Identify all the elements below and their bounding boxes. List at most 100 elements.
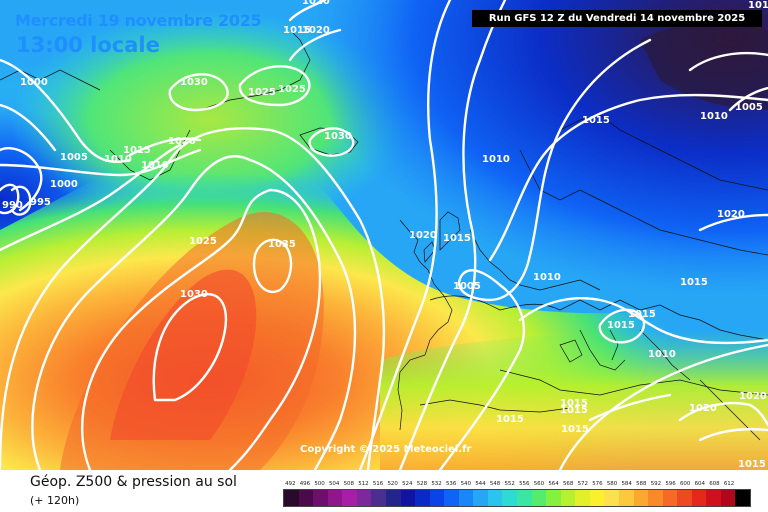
legend-swatch bbox=[618, 490, 634, 506]
legend-tick: 532 bbox=[431, 481, 442, 487]
pressure-label: 1020 bbox=[739, 391, 767, 402]
legend-swatch bbox=[298, 490, 314, 506]
legend-swatch bbox=[546, 490, 561, 506]
pressure-label: 1015 bbox=[561, 424, 589, 435]
pressure-label: 1000 bbox=[20, 77, 48, 88]
legend-swatch bbox=[662, 490, 678, 506]
legend-swatch bbox=[604, 490, 619, 506]
legend-swatch bbox=[385, 490, 401, 506]
pressure-label: 1020 bbox=[409, 230, 437, 241]
legend-swatch bbox=[429, 490, 445, 506]
legend-tick: 556 bbox=[519, 481, 530, 487]
legend-swatch bbox=[444, 490, 459, 506]
pressure-label: 1015 bbox=[607, 320, 635, 331]
pressure-label: 1005 bbox=[60, 152, 88, 163]
legend-tick: 516 bbox=[372, 481, 384, 487]
lead-time: (+ 120h) bbox=[30, 494, 80, 507]
pressure-label: 1015 bbox=[582, 115, 610, 126]
legend-tick: 604 bbox=[694, 481, 706, 487]
pressure-label: 1015 bbox=[283, 25, 311, 36]
legend-swatch bbox=[502, 490, 517, 506]
pressure-label: 1030 bbox=[180, 77, 208, 88]
legend-tick: 548 bbox=[489, 481, 501, 487]
legend-tick: 520 bbox=[387, 481, 398, 487]
legend-swatch bbox=[735, 490, 750, 506]
legend-tick: 608 bbox=[709, 481, 720, 487]
legend-tick: 560 bbox=[533, 481, 545, 487]
legend-swatch bbox=[371, 490, 386, 506]
legend-swatch bbox=[517, 490, 532, 506]
legend-tick: 600 bbox=[679, 481, 691, 487]
legend-swatch bbox=[648, 490, 663, 506]
legend-swatch bbox=[589, 490, 605, 506]
legend-swatch bbox=[284, 490, 299, 506]
pressure-label: 1025 bbox=[189, 236, 217, 247]
legend-tick: 508 bbox=[343, 481, 355, 487]
pressure-label: 1000 bbox=[50, 179, 78, 190]
legend-swatch bbox=[531, 490, 547, 506]
pressure-label: 1015 bbox=[680, 277, 708, 288]
legend-tick: 496 bbox=[299, 481, 311, 487]
pressure-label: 1020 bbox=[717, 209, 745, 220]
pressure-label: 1010 bbox=[141, 160, 169, 171]
z500-pressure-map: 1020 1015 1020 1000 1030 1025 1025 1020 … bbox=[0, 0, 768, 470]
legend-swatch bbox=[706, 490, 721, 506]
pressure-label: 1005 bbox=[453, 281, 481, 292]
pressure-label: 1015 bbox=[496, 414, 524, 425]
pressure-label: 1020 bbox=[689, 403, 717, 414]
legend-tick: 512 bbox=[358, 481, 369, 487]
pressure-label: 1005 bbox=[735, 102, 763, 113]
legend-swatch bbox=[677, 490, 692, 506]
legend-swatch bbox=[560, 490, 576, 506]
pressure-label: 1010 bbox=[700, 111, 728, 122]
pressure-label: 1025 bbox=[248, 87, 276, 98]
pressure-label: 1020 bbox=[168, 136, 196, 147]
legend-swatch bbox=[691, 490, 707, 506]
legend-tick: 552 bbox=[504, 481, 515, 487]
legend-swatch bbox=[327, 490, 343, 506]
legend-swatch bbox=[575, 490, 590, 506]
pressure-label: 1015 bbox=[560, 405, 588, 416]
copyright: Copyright © 2025 Meteociel.fr bbox=[300, 444, 472, 455]
legend-ticks: 492 496 500 504 508 512 516 520 524 528 532 536 540 5… bbox=[282, 481, 752, 489]
legend-tick: 540 bbox=[460, 481, 472, 487]
legend-tick: 592 bbox=[650, 481, 662, 487]
legend-tick: 584 bbox=[621, 481, 632, 487]
pressure-label: 1015 bbox=[738, 459, 766, 470]
legend-tick: 504 bbox=[328, 481, 340, 487]
legend-tick: 492 bbox=[285, 481, 296, 487]
pressure-label: 1015 bbox=[443, 233, 471, 244]
legend-swatch bbox=[633, 490, 649, 506]
legend-tick: 576 bbox=[592, 481, 603, 487]
legend-swatch bbox=[342, 490, 357, 506]
legend-tick: 580 bbox=[606, 481, 618, 487]
legend-tick: 500 bbox=[314, 481, 325, 487]
legend-swatch bbox=[400, 490, 416, 506]
legend-swatch bbox=[487, 490, 503, 506]
local-time: 13:00 locale bbox=[16, 33, 160, 57]
pressure-labels: 1020 1015 1020 1000 1030 1025 1025 1020 … bbox=[2, 0, 768, 470]
legend-tick: 572 bbox=[577, 481, 589, 487]
legend-tick: 524 bbox=[402, 481, 413, 487]
legend-tick: 588 bbox=[636, 481, 647, 487]
pressure-label: 1015 bbox=[123, 145, 151, 156]
pressure-label: 1010 bbox=[482, 154, 510, 165]
pressure-label: 1015 bbox=[628, 309, 656, 320]
legend-swatch bbox=[473, 490, 488, 506]
pressure-label: 1015 bbox=[560, 398, 588, 409]
legend-tick: 564 bbox=[548, 481, 559, 487]
pressure-label: 1025 bbox=[278, 84, 306, 95]
legend-tick: 544 bbox=[475, 481, 486, 487]
legend-tick: 596 bbox=[665, 481, 676, 487]
legend-tick: 612 bbox=[723, 481, 735, 487]
pressure-label: 1030 bbox=[324, 131, 352, 142]
pressure-label: 1030 bbox=[180, 289, 208, 300]
legend-tick: 528 bbox=[416, 481, 428, 487]
legend-swatch bbox=[720, 490, 736, 506]
legend-swatch bbox=[313, 490, 328, 506]
color-legend bbox=[283, 489, 751, 507]
legend-swatch bbox=[415, 490, 430, 506]
pressure-label: 990 bbox=[2, 200, 23, 211]
legend-swatch bbox=[356, 490, 372, 506]
